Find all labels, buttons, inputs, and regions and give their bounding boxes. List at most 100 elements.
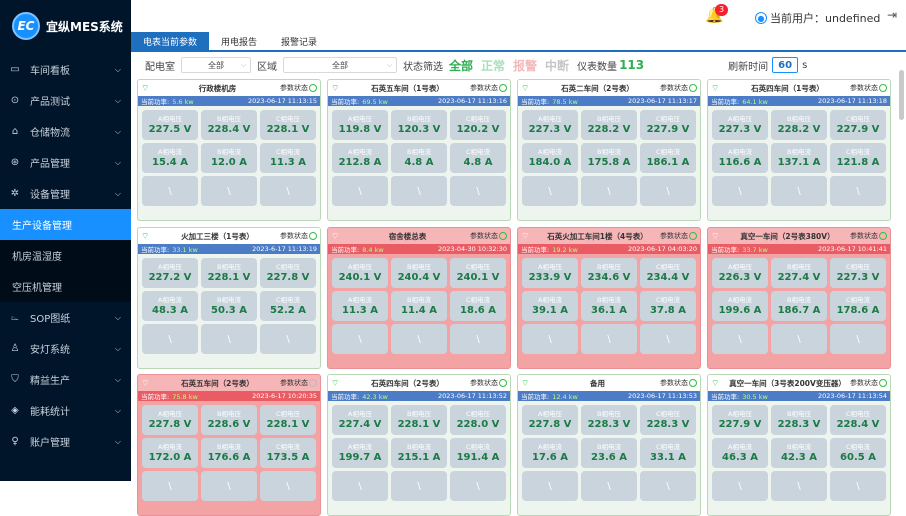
- reading-value: 227.9 V: [718, 418, 762, 430]
- sidebar-subitem-1[interactable]: 机房温湿度: [0, 240, 131, 271]
- slash-icon: \: [450, 324, 506, 354]
- status-dot-icon: [689, 232, 697, 240]
- logo-icon: EC: [12, 12, 40, 40]
- wifi-icon: ⌔: [711, 231, 720, 242]
- reading-ia: A相电流 172.0 A: [142, 438, 198, 468]
- logout-icon[interactable]: ⇥: [887, 8, 898, 22]
- meter-card[interactable]: ⌔ 石英五车间（2号表） 参数状态 当前功率: 75.8 kw 2023-6-17 10:…: [137, 374, 321, 516]
- reading-value: 212.8 A: [338, 156, 382, 168]
- bell-icon[interactable]: 🔔 3: [705, 4, 729, 30]
- sidebar-item2-4[interactable]: ♀ 账户管理 ⌵: [0, 426, 131, 457]
- update-time: 2023-06-17 11:13:53: [627, 392, 697, 400]
- reading-ia: A相电流 46.3 A: [712, 438, 768, 468]
- reading-value: 191.4 A: [456, 451, 500, 463]
- power-value: 30.5 kw: [742, 393, 768, 401]
- sidebar-item-3[interactable]: ⊛ 产品管理 ⌵: [0, 147, 131, 178]
- reading-value: 116.6 A: [718, 156, 762, 168]
- sidebar-item-2[interactable]: ⌂ 仓储物流 ⌵: [0, 116, 131, 147]
- status-alarm-button[interactable]: 报警: [513, 58, 538, 73]
- update-time: 2023-6-17 11:13:19: [252, 245, 317, 253]
- reading-value: 119.8 V: [338, 123, 382, 135]
- reading-value: 227.8 V: [266, 271, 310, 283]
- sidebar-item-label: 生产设备管理: [12, 221, 72, 232]
- status-dot-icon: [879, 84, 887, 92]
- param-status-label: 参数状态: [660, 379, 688, 387]
- param-status: 参数状态: [850, 83, 887, 93]
- reading-label: C相电压: [275, 409, 301, 418]
- reading-value: 39.1 A: [532, 304, 568, 316]
- reading-value: 4.8 A: [463, 156, 493, 168]
- meter-card[interactable]: ⌔ 行政楼机房 参数状态 当前功率: 5.6 kw 2023-06-17 11:13:15…: [137, 79, 321, 221]
- sidebar-item2-3[interactable]: ◈ 能耗统计 ⌵: [0, 395, 131, 426]
- update-time: 2023-06-17 11:13:17: [627, 97, 697, 105]
- area-select[interactable]: 全部 ⌵: [283, 57, 397, 73]
- meter-card[interactable]: ⌔ 石英火加工车间1楼（4号表） 参数状态 当前功率: 19.2 kw 2023-06-1…: [517, 227, 701, 369]
- meter-card[interactable]: ⌔ 备用 参数状态 当前功率: 12.4 kw 2023-06-17 11:13:53 A相…: [517, 374, 701, 516]
- status-dot-icon: [499, 84, 507, 92]
- reading-vb: B相电压 228.1 V: [201, 258, 257, 288]
- reading-ib: B相电流 36.1 A: [581, 291, 637, 321]
- reading-vb: B相电压 120.3 V: [391, 110, 447, 140]
- refresh-interval-input[interactable]: 60: [772, 57, 799, 73]
- room-select[interactable]: 全部 ⌵: [181, 57, 251, 73]
- sidebar-item-0[interactable]: ▭ 车间看板 ⌵: [0, 54, 131, 85]
- meter-card[interactable]: ⌔ 石英四车间（2号表） 参数状态 当前功率: 42.3 kw 2023-06-17 11…: [327, 374, 511, 516]
- param-status: 参数状态: [280, 378, 317, 388]
- param-status: 参数状态: [470, 83, 507, 93]
- reading-vb: B相电压 228.2 V: [581, 110, 637, 140]
- reading-value: 48.3 A: [152, 304, 188, 316]
- reading-value: 199.6 A: [718, 304, 762, 316]
- sidebar-item-label: 空压机管理: [12, 283, 62, 294]
- meter-card[interactable]: ⌔ 火加工三楼（1号表） 参数状态 当前功率: 33.1 kw 2023-6-17 11:…: [137, 227, 321, 369]
- status-normal-button[interactable]: 正常: [481, 58, 506, 73]
- sidebar-item2-2[interactable]: ⛉ 精益生产 ⌵: [0, 364, 131, 395]
- sidebar-menu: ▭ 车间看板 ⌵ ⊙ 产品测试 ⌵ ⌂ 仓储物流 ⌵ ⊛ 产品管理 ⌵ ✲ 设备管理 ⌵ 生产设备管理机房温湿…: [0, 54, 131, 457]
- sidebar-item-1[interactable]: ⊙ 产品测试 ⌵: [0, 85, 131, 116]
- reading-value: 12.0 A: [211, 156, 247, 168]
- power-label: 当前功率:: [331, 393, 360, 401]
- user-menu[interactable]: ● 当前用户：undefined: [755, 10, 880, 26]
- meter-card[interactable]: ⌔ 石英五车间（1号表） 参数状态 当前功率: 69.5 kw 2023-06-17 11…: [327, 79, 511, 221]
- status-all-button[interactable]: 全部: [449, 58, 474, 73]
- reading-ia: A相电流 184.0 A: [522, 143, 578, 173]
- sidebar-item-4[interactable]: ✲ 设备管理 ⌵: [0, 178, 131, 209]
- reading-value: 175.8 A: [587, 156, 631, 168]
- reading-va: A相电压 227.5 V: [142, 110, 198, 140]
- app-logo[interactable]: EC 宜纵MES系统: [0, 0, 131, 52]
- slash-icon: \: [581, 176, 637, 206]
- reading-value: 120.3 V: [397, 123, 441, 135]
- status-interrupt-button[interactable]: 中断: [545, 58, 570, 73]
- chevron-down-icon: ⌵: [386, 60, 392, 69]
- reading-label: A相电流: [348, 442, 372, 451]
- sidebar-subitem-0[interactable]: 生产设备管理: [0, 209, 131, 240]
- slash-icon: \: [640, 176, 696, 206]
- tab-current-params[interactable]: 电表当前参数: [131, 32, 210, 50]
- meter-card[interactable]: ⌔ 石英二车间（2号表） 参数状态 当前功率: 78.5 kw 2023-06-17 11…: [517, 79, 701, 221]
- tab-alarm-records[interactable]: 报警记录: [281, 37, 318, 48]
- chevron-down-icon: ⌵: [114, 126, 121, 136]
- wifi-icon: ⌔: [711, 83, 720, 94]
- current-user-label: 当前用户：undefined: [770, 12, 881, 25]
- sidebar-subitem-2[interactable]: 空压机管理: [0, 271, 131, 302]
- meter-card[interactable]: ⌔ 石英四车间（1号表） 参数状态 当前功率: 64.1 kw 2023-06-17 11…: [707, 79, 891, 221]
- reading-vb: B相电压 228.4 V: [201, 110, 257, 140]
- card-header: ⌔ 石英五车间（1号表） 参数状态: [328, 80, 510, 96]
- sidebar-item2-0[interactable]: ⌳ SOP图纸 ⌵: [0, 302, 131, 333]
- reading-va: A相电压 227.8 V: [522, 405, 578, 435]
- reading-label: A相电流: [538, 442, 562, 451]
- slash-icon: \: [830, 176, 886, 206]
- power-value: 33.7 kw: [742, 246, 768, 254]
- reading-ia: A相电流 39.1 A: [522, 291, 578, 321]
- tab-power-report[interactable]: 用电报告: [221, 37, 258, 48]
- meter-card[interactable]: ⌔ 真空一车间（2号表380V） 参数状态 当前功率: 33.7 kw 2023-06-1…: [707, 227, 891, 369]
- scrollbar[interactable]: [899, 70, 904, 120]
- sidebar: EC 宜纵MES系统 ▭ 车间看板 ⌵ ⊙ 产品测试 ⌵ ⌂ 仓储物流 ⌵ ⊛ 产品管理 ⌵ ✲ 设备管理…: [0, 0, 131, 481]
- meter-card[interactable]: ⌔ 宿舍楼总表 参数状态 当前功率: 8.4 kw 2023-04-30 10:32:30…: [327, 227, 511, 369]
- slash-icon: \: [771, 176, 827, 206]
- sidebar-item2-1[interactable]: ♙ 安灯系统 ⌵: [0, 333, 131, 364]
- meter-card[interactable]: ⌔ 真空一车间（3号表200V变压器） 参数状态 当前功率: 30.5 kw 2023-0…: [707, 374, 891, 516]
- reading-grid: A相电压 227.4 V B相电压 228.1 V C相电压 228.0 V A相电流 199…: [328, 401, 510, 505]
- reading-label: A相电压: [538, 262, 562, 271]
- chevron-down-icon: ⌵: [114, 343, 121, 353]
- power-label: 当前功率:: [141, 393, 170, 401]
